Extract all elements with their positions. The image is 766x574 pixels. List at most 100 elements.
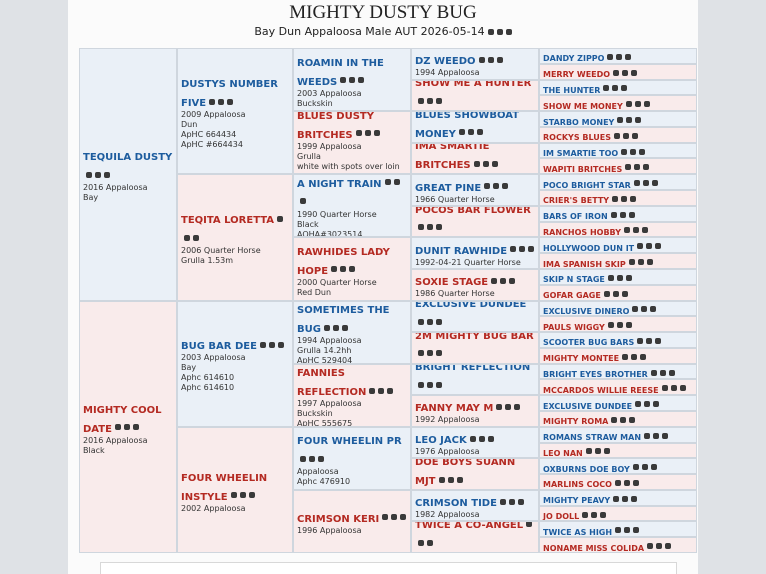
icon[interactable] [615,527,622,534]
horse-name[interactable]: ROMANS STRAW MAN [543,433,642,443]
icon[interactable] [582,511,589,518]
icon[interactable] [418,381,424,388]
icon[interactable] [95,171,101,178]
icon[interactable] [482,160,489,167]
icon[interactable] [623,479,630,486]
horse-name[interactable]: SCOOTER BUG BARS [543,338,635,348]
icon[interactable] [496,29,503,35]
icon[interactable] [643,101,650,108]
horse-name[interactable]: EXCLUSIVE DUNDEE [415,300,527,311]
icon[interactable] [616,274,623,281]
icon[interactable] [623,132,630,139]
icon[interactable] [340,77,347,84]
icon[interactable] [679,385,686,392]
icon[interactable] [625,101,632,108]
icon[interactable] [651,180,658,187]
icon[interactable] [526,522,533,527]
icon[interactable] [626,117,633,124]
icon[interactable] [496,56,503,63]
horse-name[interactable]: CRIMSON TIDE [415,498,497,510]
horse-name[interactable]: PAULS WIGGY [543,322,605,332]
icon[interactable] [616,322,623,329]
horse-name[interactable]: MERRY WEEDO [543,70,611,80]
horse-name[interactable]: FOUR WHEELIN INSTYLE [181,472,268,503]
icon[interactable] [625,322,632,329]
icon[interactable] [628,259,635,266]
horse-name[interactable]: EXCLUSIVE DINERO [543,306,630,316]
horse-name[interactable]: TWICE A CO-ANGEL [415,521,524,532]
icon[interactable] [123,424,130,431]
icon[interactable] [644,401,651,408]
icon[interactable] [630,195,637,202]
icon[interactable] [340,266,347,273]
icon[interactable] [323,324,330,331]
icon[interactable] [632,132,639,139]
horse-name[interactable]: SOMETIMES THE BUG [297,305,390,336]
icon[interactable] [277,215,284,222]
icon[interactable] [436,318,442,325]
icon[interactable] [620,416,627,423]
icon[interactable] [505,29,512,35]
icon[interactable] [499,498,506,505]
icon[interactable] [418,318,424,325]
icon[interactable] [624,527,631,534]
icon[interactable] [400,514,407,521]
horse-name[interactable]: DUSTYS NUMBER FIVE [181,79,278,110]
horse-name[interactable]: WAPITI BRITCHES [543,164,623,174]
icon[interactable] [635,401,642,408]
icon[interactable] [478,56,485,63]
horse-name[interactable]: 2M MIGHTY BUG BAR [415,332,534,342]
icon[interactable] [447,476,454,483]
icon[interactable] [662,432,669,439]
icon[interactable] [640,353,647,360]
icon[interactable] [500,277,507,284]
icon[interactable] [603,85,610,92]
icon[interactable] [656,543,663,550]
icon[interactable] [653,401,660,408]
icon[interactable] [300,455,306,462]
icon[interactable] [473,160,480,167]
horse-name[interactable]: MARLINS COCO [543,480,612,490]
icon[interactable] [637,243,644,250]
icon[interactable] [476,129,483,136]
horse-name[interactable]: BLUES SHOWBOAT MONEY [415,111,520,140]
icon[interactable] [646,337,653,344]
icon[interactable] [86,171,92,178]
icon[interactable] [514,403,521,410]
horse-name[interactable]: DOE BOYS SUANN MJT [415,458,516,488]
icon[interactable] [496,403,503,410]
horse-name[interactable]: BRIGHT EYES BROTHER [543,370,648,380]
icon[interactable] [633,227,640,234]
horse-name[interactable]: JO DOLL [543,512,580,522]
horse-name[interactable]: POCOS BAR FLOWER [415,205,531,216]
horse-name[interactable]: IM SMARTIE TOO [543,149,619,159]
icon[interactable] [418,97,424,104]
horse-name[interactable]: FOUR WHEELIN PR [297,436,402,448]
icon[interactable] [646,243,653,250]
icon[interactable] [458,129,465,136]
horse-name[interactable]: RANCHOS HOBBY [543,227,622,237]
icon[interactable] [632,464,639,471]
icon[interactable] [600,511,607,518]
icon[interactable] [625,164,632,171]
icon[interactable] [300,198,306,205]
horse-name[interactable]: MCCARDOS WILLIE REESE [543,385,659,395]
icon[interactable] [436,224,442,231]
horse-name[interactable]: MIGHTY PEAVY [543,496,611,506]
horse-name[interactable]: IMA SPANISH SKIP [543,259,626,269]
horse-name[interactable]: FANNY MAY M [415,403,494,415]
icon[interactable] [384,179,391,186]
icon[interactable] [369,387,376,394]
horse-name[interactable]: RAWHIDES LADY HOPE [297,246,390,277]
icon[interactable] [493,183,500,190]
icon[interactable] [230,492,237,499]
icon[interactable] [248,492,255,499]
icon[interactable] [355,130,362,137]
horse-name[interactable]: BLUES DUSTY BRITCHES [297,111,374,141]
icon[interactable] [661,385,668,392]
icon[interactable] [622,495,629,502]
horse-name[interactable]: DUNIT RAWHIDE [415,245,508,257]
horse-name[interactable]: LEO NAN [543,448,583,458]
horse-name[interactable]: GREAT PINE [415,182,482,194]
icon[interactable] [427,539,433,546]
